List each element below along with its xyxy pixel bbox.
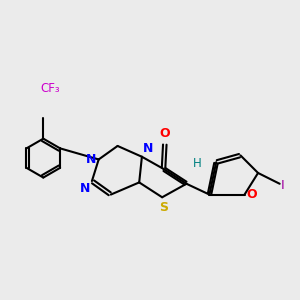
Text: I: I: [281, 178, 285, 192]
Text: N: N: [80, 182, 91, 195]
Text: S: S: [159, 200, 168, 214]
Text: N: N: [143, 142, 154, 155]
Text: O: O: [246, 188, 256, 201]
Text: N: N: [86, 153, 97, 166]
Text: H: H: [193, 157, 202, 170]
Text: CF₃: CF₃: [40, 82, 60, 94]
Text: O: O: [160, 127, 170, 140]
